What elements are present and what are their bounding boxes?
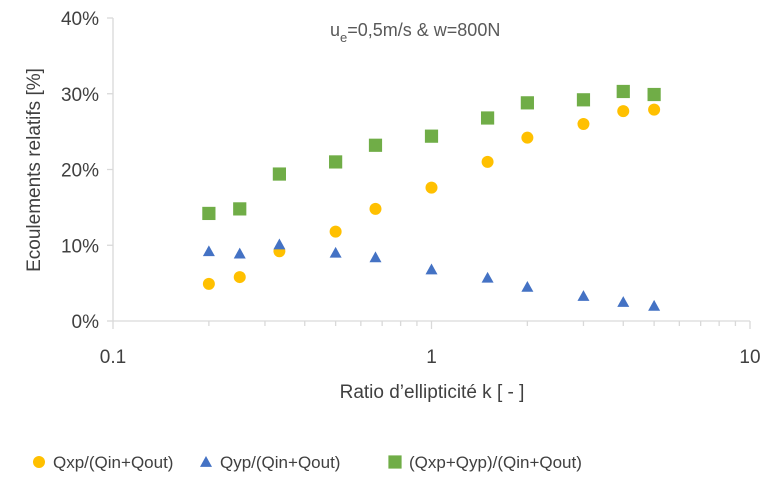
data-point <box>577 290 590 301</box>
series-3 <box>202 84 661 221</box>
data-point <box>480 111 495 125</box>
data-point <box>329 225 342 238</box>
legend-label: (Qxp+Qyp)/(Qin+Qout) <box>409 453 582 472</box>
legend-label: Qyp/(Qin+Qout) <box>220 453 340 472</box>
data-point <box>521 131 534 144</box>
data-point <box>425 263 438 275</box>
annotation-prefix: u <box>330 20 340 40</box>
data-point <box>648 299 661 311</box>
x-axis-title: Ratio d’ellipticité k [ - ] <box>340 382 525 403</box>
data-point <box>369 251 382 263</box>
y-tick-label: 40% <box>61 9 99 30</box>
y-tick-label: 20% <box>61 161 99 182</box>
legend-marker <box>388 455 402 469</box>
data-point <box>424 129 439 143</box>
data-point <box>481 155 494 168</box>
legend-marker <box>33 456 45 468</box>
data-point <box>577 118 590 131</box>
data-point <box>576 93 591 107</box>
data-point <box>202 277 215 290</box>
y-tick-label: 30% <box>61 85 99 106</box>
series-2 <box>202 238 661 311</box>
y-tick-label: 0% <box>72 312 100 333</box>
legend-marker <box>200 456 212 467</box>
x-tick-label: 0.1 <box>100 347 126 368</box>
axes: 0% 10% 20% 30% 40% 0.1 1 10 <box>61 9 761 368</box>
y-axis-title: Ecoulements relatifs [%] <box>24 68 45 272</box>
legend-item: Qxp/(Qin+Qout) <box>33 453 173 472</box>
chart-annotation: ue=0,5m/s & w=800N <box>330 20 500 45</box>
data-point <box>521 280 534 292</box>
data-point <box>425 181 438 194</box>
data-point <box>481 271 494 283</box>
data-point <box>648 103 661 116</box>
data-point <box>647 87 661 102</box>
data-point <box>233 271 246 284</box>
data-point <box>617 105 630 118</box>
legend: Qxp/(Qin+Qout) Qyp/(Qin+Qout) (Qxp+Qyp)/(Q… <box>33 453 582 472</box>
data-point <box>329 155 343 169</box>
legend-label: Qxp/(Qin+Qout) <box>53 453 173 472</box>
legend-item: Qyp/(Qin+Qout) <box>200 453 340 472</box>
annotation-subscript: e <box>340 30 347 45</box>
data-point <box>272 167 286 181</box>
y-tick-label: 10% <box>61 236 99 257</box>
data-point <box>520 96 534 110</box>
annotation-suffix: =0,5m/s & w=800N <box>347 20 500 40</box>
legend-item: (Qxp+Qyp)/(Qin+Qout) <box>388 453 582 472</box>
data-point <box>329 246 342 258</box>
data-point <box>368 138 383 152</box>
data-point <box>233 247 246 259</box>
x-tick-label: 10 <box>739 347 760 368</box>
data-point <box>617 296 630 307</box>
data-point <box>202 245 215 257</box>
data-point <box>616 84 630 99</box>
data-point <box>369 202 382 215</box>
data-point <box>202 206 216 221</box>
data-point <box>233 202 247 216</box>
x-tick-label: 1 <box>426 347 437 368</box>
data-marks <box>202 84 661 311</box>
data-point <box>273 238 286 250</box>
